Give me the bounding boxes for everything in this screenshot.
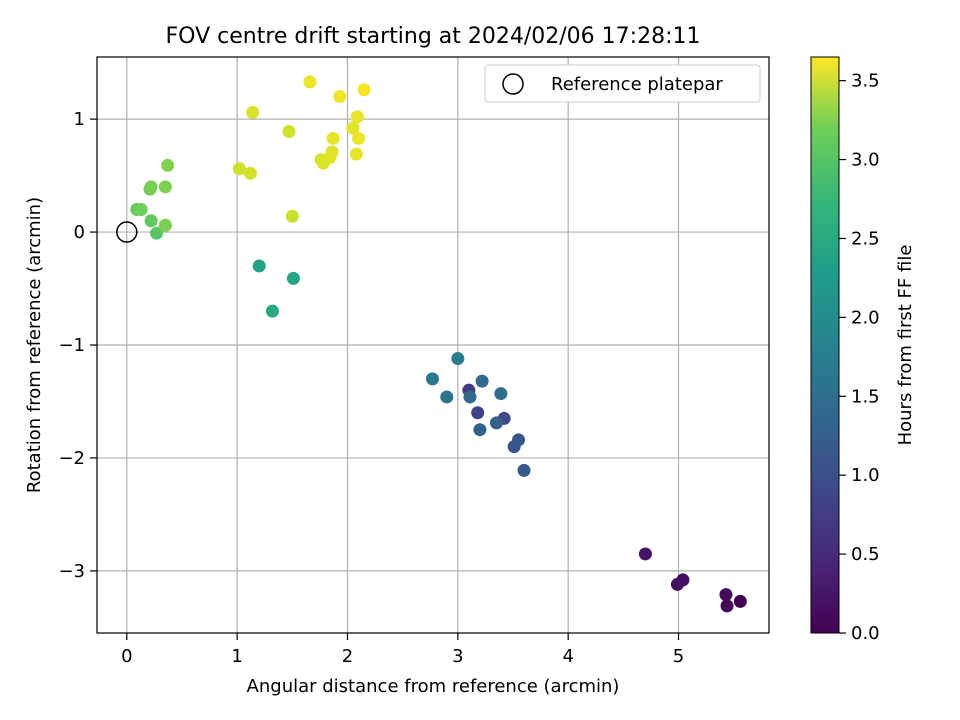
data-points — [116, 75, 747, 613]
data-point — [303, 75, 317, 89]
data-point — [425, 372, 439, 386]
data-point — [733, 594, 747, 608]
data-point — [719, 588, 733, 602]
data-point — [638, 547, 652, 561]
x-tick-label: 2 — [342, 646, 353, 667]
data-point — [440, 390, 454, 404]
colorbar-tick-label: 2.0 — [851, 307, 880, 328]
chart-title: FOV centre drift starting at 2024/02/06 … — [166, 24, 701, 49]
data-point — [150, 226, 164, 240]
x-tick-label: 3 — [452, 646, 463, 667]
axis-ticks: 0 1 2 3 4 5 −3 −2 −1 0 1 — [58, 109, 684, 667]
data-point — [471, 406, 485, 420]
colorbar-tick-label: 2.5 — [851, 228, 880, 249]
grid — [97, 57, 769, 633]
data-point — [473, 423, 487, 437]
colorbar-tick-label: 1.5 — [851, 386, 880, 407]
legend-marker — [502, 73, 524, 95]
data-point — [720, 599, 734, 613]
colorbar-frame — [810, 56, 840, 634]
data-point — [670, 577, 684, 591]
data-point — [285, 209, 299, 223]
y-axis-label: Rotation from reference (arcmin) — [24, 197, 45, 493]
data-point — [352, 131, 366, 145]
data-point — [232, 162, 246, 176]
reference-platepar-marker — [116, 221, 138, 243]
data-point — [286, 271, 300, 285]
colorbar-tick-label: 3.0 — [851, 150, 880, 171]
data-point — [346, 121, 360, 135]
legend-box — [484, 64, 761, 103]
colorbar-tick-label: 0.5 — [851, 544, 880, 565]
data-point — [349, 147, 363, 161]
data-point — [265, 304, 279, 318]
colorbar-tick-label: 0.0 — [851, 623, 880, 644]
y-tick-label: −1 — [58, 335, 85, 356]
x-tick-label: 1 — [231, 646, 242, 667]
data-point — [246, 105, 260, 119]
x-tick-label: 5 — [673, 646, 684, 667]
y-tick-label: −3 — [58, 561, 85, 582]
data-point — [350, 110, 364, 124]
data-point — [323, 151, 337, 165]
data-point — [357, 83, 371, 97]
colorbar-ticks: 0.0 0.5 1.0 1.5 2.0 2.5 3.0 3.5 — [839, 71, 880, 644]
data-point — [158, 218, 172, 232]
data-point — [144, 180, 158, 194]
y-tick-label: 0 — [74, 222, 85, 243]
data-point — [243, 166, 257, 180]
data-point — [333, 90, 347, 104]
data-point — [252, 259, 266, 273]
plot-frame — [96, 56, 770, 634]
data-point — [161, 158, 175, 172]
colorbar-tick-label: 3.5 — [851, 71, 880, 92]
y-tick-label: −2 — [58, 448, 85, 469]
data-point — [489, 416, 503, 430]
legend-label: Reference platepar — [551, 74, 723, 95]
colorbar-label: Hours from first FF file — [895, 245, 916, 446]
x-axis-label: Angular distance from reference (arcmin) — [247, 676, 620, 697]
data-point — [494, 387, 508, 401]
data-point — [158, 180, 172, 194]
legend: Reference platepar — [484, 64, 761, 103]
data-point — [517, 463, 531, 477]
data-point — [463, 390, 477, 404]
colorbar-tick-label: 1.0 — [851, 465, 880, 486]
data-point — [451, 352, 465, 366]
data-point — [326, 131, 340, 145]
y-tick-label: 1 — [74, 109, 85, 130]
x-tick-label: 4 — [562, 646, 573, 667]
data-point — [282, 125, 296, 139]
data-point — [475, 374, 489, 388]
data-point — [512, 433, 526, 447]
data-point — [144, 214, 158, 228]
colorbar-gradient — [811, 57, 839, 633]
data-point — [134, 202, 148, 216]
colorbar: 0.0 0.5 1.0 1.5 2.0 2.5 3.0 3.5 Hours from firs… — [810, 56, 916, 644]
x-tick-label: 0 — [121, 646, 132, 667]
